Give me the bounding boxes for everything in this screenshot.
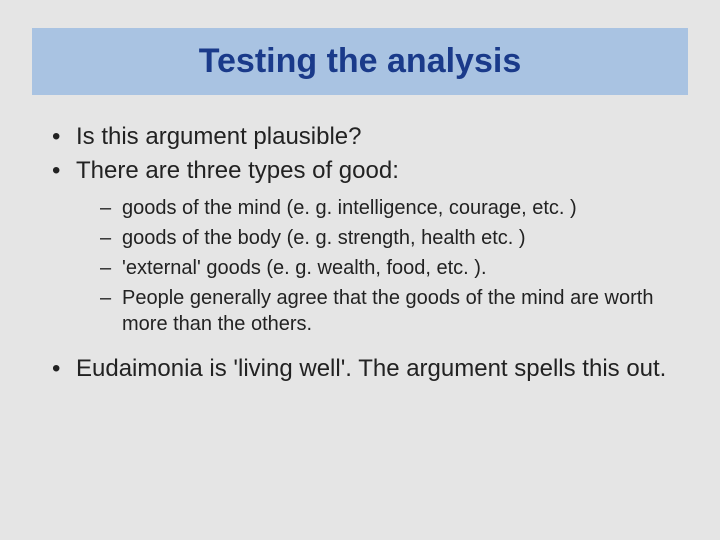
slide: Testing the analysis Is this argument pl…	[0, 0, 720, 540]
main-bullet-list: Is this argument plausible? There are th…	[50, 123, 670, 383]
slide-content: Is this argument plausible? There are th…	[32, 123, 688, 383]
bullet-item: Is this argument plausible?	[50, 123, 670, 151]
sub-bullet-item: goods of the body (e. g. strength, healt…	[100, 225, 670, 251]
bullet-item: Eudaimonia is 'living well'. The argumen…	[50, 355, 670, 383]
sub-bullet-item: goods of the mind (e. g. intelligence, c…	[100, 195, 670, 221]
bullet-text: There are three types of good:	[76, 157, 399, 184]
sub-bullet-list: goods of the mind (e. g. intelligence, c…	[76, 195, 670, 337]
slide-title: Testing the analysis	[52, 42, 668, 81]
sub-bullet-item: 'external' goods (e. g. wealth, food, et…	[100, 255, 670, 281]
title-box: Testing the analysis	[32, 28, 688, 95]
bullet-item: There are three types of good: goods of …	[50, 157, 670, 337]
sub-bullet-item: People generally agree that the goods of…	[100, 285, 670, 337]
